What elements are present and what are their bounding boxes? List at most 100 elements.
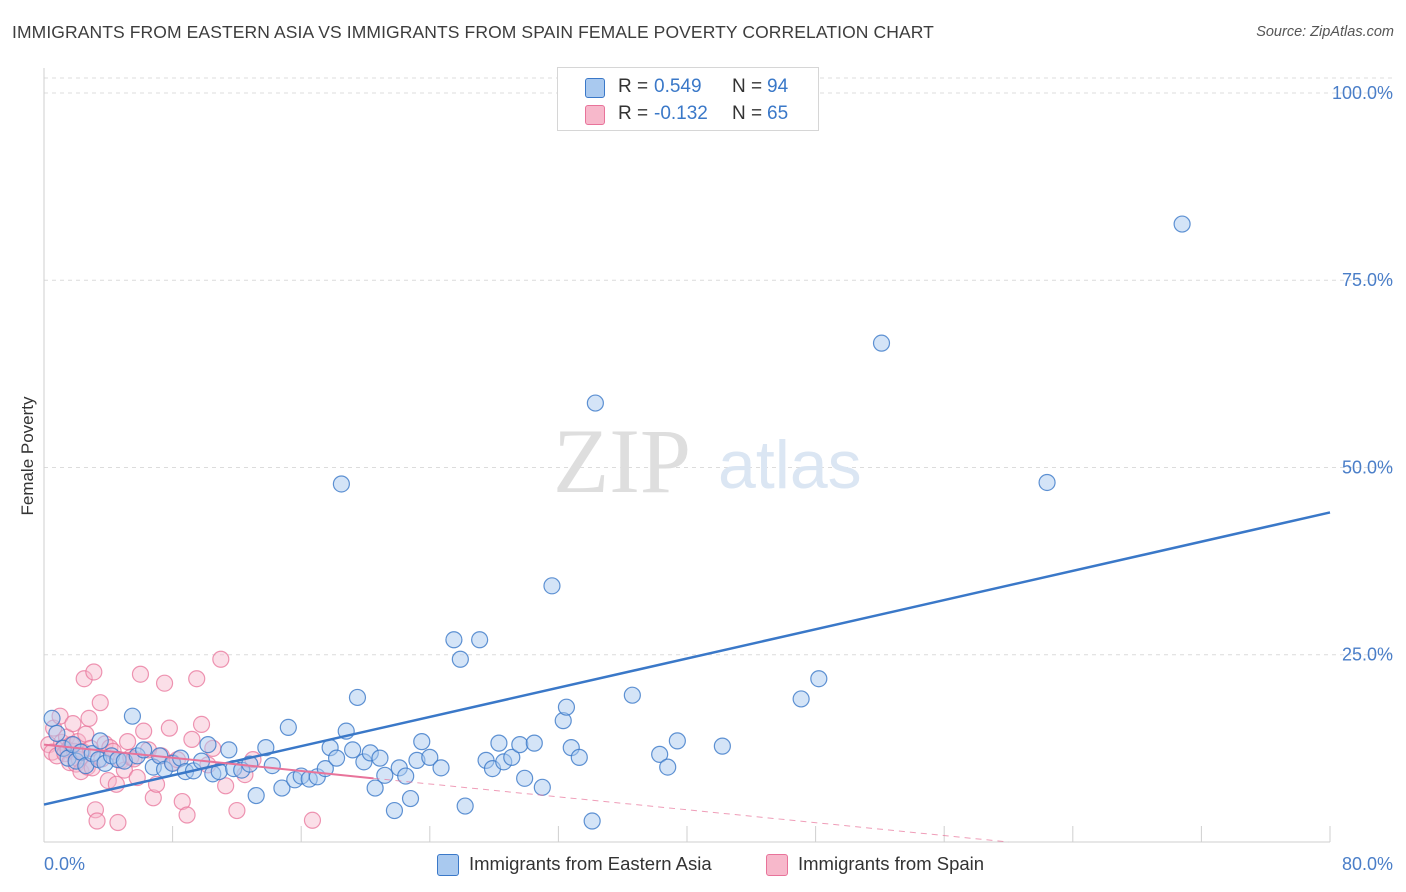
data-point-eastern-asia <box>273 779 291 797</box>
data-point-eastern-asia <box>432 759 450 777</box>
data-point-eastern-asia <box>543 577 561 595</box>
data-point-eastern-asia <box>533 778 551 796</box>
data-point-eastern-asia <box>583 812 601 830</box>
watermark-zip: ZIP <box>553 410 691 512</box>
legend-row-spain: R = -0.132 N = 65 <box>558 101 818 127</box>
data-point-eastern-asia <box>421 748 439 766</box>
data-point-eastern-asia <box>490 734 508 752</box>
data-point-spain <box>178 806 196 824</box>
correlation-legend: R = 0.549 N = 94 R = -0.132 N = 65 <box>557 67 819 131</box>
y-tick-label-0: 25.0% <box>1342 645 1393 665</box>
x-tick-label-max: 80.0% <box>1342 854 1393 874</box>
data-point-spain <box>77 725 95 743</box>
data-point-eastern-asia <box>623 686 641 704</box>
gridlines <box>44 77 1392 656</box>
data-point-spain <box>109 813 127 832</box>
data-point-spain <box>131 665 150 683</box>
bottom-legend-swatch-pink <box>766 854 788 876</box>
y-tick-label-1: 50.0% <box>1342 457 1393 477</box>
y-tick-label-3: 100.0% <box>1332 83 1393 103</box>
data-point-eastern-asia <box>220 741 238 759</box>
data-point-spain <box>212 650 230 668</box>
data-point-eastern-asia <box>557 698 576 716</box>
data-point-spain <box>88 812 106 830</box>
data-point-eastern-asia <box>247 786 265 805</box>
data-point-spain <box>99 771 117 790</box>
data-point-eastern-asia <box>123 707 142 725</box>
data-point-eastern-asia <box>344 741 362 759</box>
data-point-eastern-asia <box>91 732 109 750</box>
legend-n-value: 94 <box>767 76 789 97</box>
trend-line-spain-extrapolated <box>373 777 1009 843</box>
trend-line-eastern-asia <box>43 511 1331 806</box>
data-point-spain <box>303 811 322 829</box>
series-eastern-asia-points <box>43 215 1191 830</box>
data-point-spain <box>188 670 206 688</box>
data-point-eastern-asia <box>525 734 543 752</box>
data-point-eastern-asia <box>659 758 677 776</box>
data-point-eastern-asia <box>199 736 217 754</box>
data-point-eastern-asia <box>511 736 529 754</box>
legend-row-eastern-asia: R = 0.549 N = 94 <box>558 74 818 100</box>
data-point-eastern-asia <box>516 769 534 787</box>
x-tick-label-min: 0.0% <box>44 854 85 874</box>
legend-swatch-blue <box>585 78 605 98</box>
legend-r-label: R = <box>618 103 649 124</box>
data-point-spain <box>118 733 137 751</box>
data-point-eastern-asia <box>332 475 350 493</box>
data-point-eastern-asia <box>366 779 384 797</box>
data-point-eastern-asia <box>872 334 891 352</box>
data-point-eastern-asia <box>445 631 463 649</box>
bottom-legend-label: Immigrants from Spain <box>798 853 985 874</box>
series-spain-points <box>40 650 322 832</box>
trend-lines <box>43 511 1331 843</box>
data-point-spain <box>173 792 191 811</box>
data-point-spain <box>160 719 178 737</box>
data-point-eastern-asia <box>1038 473 1056 492</box>
legend-n-label: N = <box>732 103 763 124</box>
data-point-eastern-asia <box>371 749 389 767</box>
legend-swatch-pink <box>585 105 605 125</box>
legend-n-label: N = <box>732 76 763 97</box>
y-tick-labels: 25.0% 50.0% 75.0% 100.0% <box>1332 83 1393 665</box>
bottom-legend-label: Immigrants from Eastern Asia <box>469 853 712 874</box>
data-point-eastern-asia <box>668 732 686 750</box>
data-point-eastern-asia <box>451 650 469 668</box>
data-point-eastern-asia <box>471 631 489 649</box>
legend-r-value: -0.132 <box>654 103 708 124</box>
data-point-spain <box>80 709 98 728</box>
data-point-eastern-asia <box>385 801 404 820</box>
data-point-eastern-asia <box>1173 215 1191 233</box>
data-point-eastern-asia <box>570 748 588 766</box>
data-point-eastern-asia <box>651 745 669 763</box>
chart-title: IMMIGRANTS FROM EASTERN ASIA VS IMMIGRAN… <box>12 22 934 42</box>
data-point-spain <box>192 715 211 734</box>
data-point-spain <box>228 801 246 820</box>
data-point-spain <box>135 722 153 740</box>
data-point-spain <box>155 674 174 692</box>
data-point-eastern-asia <box>713 737 731 755</box>
legend-r-value: 0.549 <box>654 76 702 97</box>
data-point-spain <box>144 789 162 807</box>
bottom-legend-swatch-blue <box>437 854 459 876</box>
data-point-eastern-asia <box>376 766 394 784</box>
data-point-eastern-asia <box>348 688 367 707</box>
data-point-eastern-asia <box>327 749 346 767</box>
data-point-eastern-asia <box>401 789 420 808</box>
data-point-eastern-asia <box>397 767 415 785</box>
data-point-eastern-asia <box>792 690 810 708</box>
trend-line-spain <box>43 743 374 780</box>
watermark: ZIP atlas <box>553 410 862 512</box>
watermark-atlas: atlas <box>718 427 862 503</box>
data-point-eastern-asia <box>257 739 275 757</box>
data-point-eastern-asia <box>43 709 61 728</box>
data-point-eastern-asia <box>263 756 281 775</box>
legend-n-value: 65 <box>767 103 789 124</box>
data-point-eastern-asia <box>413 733 431 751</box>
data-point-eastern-asia <box>279 718 297 737</box>
data-point-spain <box>91 694 109 712</box>
data-point-eastern-asia <box>586 394 604 412</box>
data-point-spain <box>85 663 103 681</box>
y-tick-label-2: 75.0% <box>1342 270 1393 290</box>
